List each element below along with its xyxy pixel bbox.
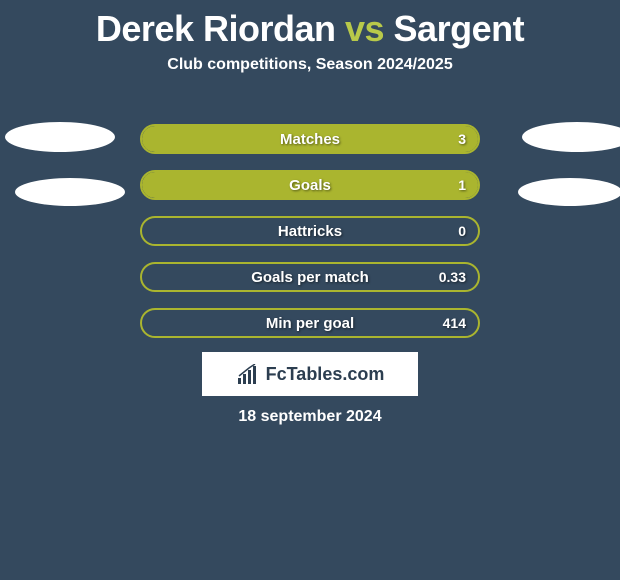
bar-value: 414 — [443, 310, 466, 336]
player2-avatar-bottom — [518, 178, 620, 206]
stat-bar: Goals per match 0.33 — [140, 262, 480, 292]
stat-bar: Min per goal 414 — [140, 308, 480, 338]
logo-text: FcTables.com — [266, 364, 385, 385]
player1-avatar-top — [5, 122, 115, 152]
bar-label: Min per goal — [142, 310, 478, 336]
bar-value: 3 — [458, 126, 466, 152]
logo-box: FcTables.com — [202, 352, 418, 396]
player1-name: Derek Riordan — [96, 8, 336, 49]
comparison-title: Derek Riordan vs Sargent — [0, 0, 620, 50]
subtitle: Club competitions, Season 2024/2025 — [0, 56, 620, 74]
bar-value: 0 — [458, 218, 466, 244]
bar-label: Matches — [142, 126, 478, 152]
stat-bars-container: Matches 3 Goals 1 Hattricks 0 Goals per … — [140, 124, 480, 354]
date-text: 18 september 2024 — [0, 408, 620, 426]
chart-icon — [236, 364, 260, 384]
stat-bar: Hattricks 0 — [140, 216, 480, 246]
bar-value: 0.33 — [439, 264, 466, 290]
bar-value: 1 — [458, 172, 466, 198]
bar-label: Goals — [142, 172, 478, 198]
bar-label: Goals per match — [142, 264, 478, 290]
bar-label: Hattricks — [142, 218, 478, 244]
stat-bar: Goals 1 — [140, 170, 480, 200]
player1-avatar-bottom — [15, 178, 125, 206]
player2-avatar-top — [522, 122, 620, 152]
vs-text: vs — [345, 8, 384, 49]
stat-bar: Matches 3 — [140, 124, 480, 154]
player2-name: Sargent — [394, 8, 525, 49]
